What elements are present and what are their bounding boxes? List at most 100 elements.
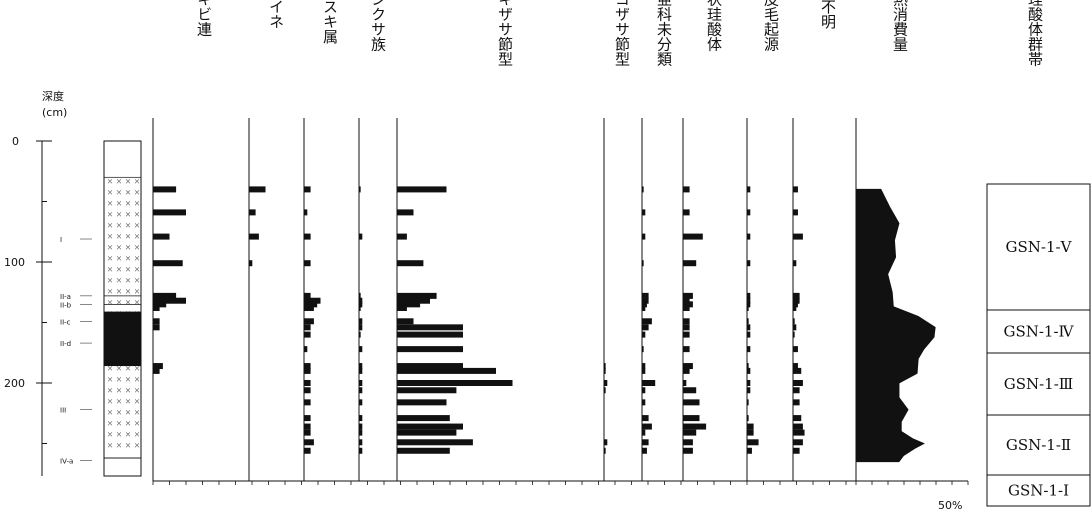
bar [153, 304, 160, 311]
column-hatch-mark [134, 190, 140, 195]
bar [604, 363, 606, 370]
column-hatch-mark [116, 234, 122, 239]
bar [304, 346, 308, 353]
bar [642, 209, 646, 216]
bar [397, 415, 450, 422]
column-hatch-mark [116, 267, 122, 272]
bar [153, 297, 186, 304]
bar [604, 439, 608, 446]
column-hatch-mark [134, 443, 140, 448]
bar [747, 367, 751, 374]
bar [359, 363, 363, 370]
column-hatch-mark [107, 300, 113, 305]
bar [153, 301, 167, 308]
bar [153, 324, 160, 331]
column-title: イネ [267, 0, 285, 29]
column-hatch-mark [125, 234, 131, 239]
zone-panel: GSN-1-Ⅴ GSN-1-Ⅳ GSN-1-Ⅲ GSN-1-Ⅱ GSN-1-Ⅰ [986, 183, 1091, 507]
zone-box [986, 309, 1091, 354]
panel-2 [248, 118, 266, 481]
bar [793, 318, 795, 325]
column-hatch-mark [125, 421, 131, 426]
column-title: キビ連 [195, 0, 213, 38]
bar [604, 447, 606, 454]
panel-7 [641, 118, 656, 481]
bar [397, 233, 407, 240]
bar [793, 447, 800, 454]
bar [304, 363, 311, 370]
column-title: 棒状珪酸体 [705, 0, 723, 52]
bar [397, 318, 414, 325]
bar [304, 292, 311, 299]
depth-axis-unit: (cm) [42, 106, 67, 119]
bar [642, 301, 647, 308]
stratigraphic-column: I II-aII-b II-c II-d III IV-a [60, 140, 142, 477]
bar [359, 439, 363, 446]
bar [304, 447, 311, 454]
bar [642, 439, 649, 446]
depth-axis-title: 深度 [42, 89, 64, 103]
bar [359, 429, 363, 436]
bar [359, 380, 363, 386]
column-hatch-mark [116, 377, 122, 382]
bar [304, 423, 311, 430]
column-hatch-mark [116, 190, 122, 195]
panel-8 [682, 118, 707, 481]
bar [642, 186, 644, 193]
bar [397, 331, 463, 338]
column-hatch-mark [107, 179, 113, 184]
column-title: ミヤコザサ節型 [613, 0, 631, 67]
column-hatch-mark [107, 410, 113, 415]
column-hatch-mark [134, 212, 140, 217]
bar [747, 260, 751, 267]
bar [604, 367, 606, 374]
bar [642, 233, 646, 240]
bar [359, 367, 363, 374]
bar [793, 415, 802, 422]
bar [683, 186, 690, 193]
bar [642, 367, 646, 374]
column-hatch-mark [134, 256, 140, 261]
bar [683, 260, 697, 267]
bar [683, 233, 703, 240]
panel-10 [792, 118, 805, 481]
column-hatch-mark [116, 256, 122, 261]
bar [642, 292, 649, 299]
bar [304, 318, 314, 325]
zone-box [986, 183, 1091, 311]
bar [642, 380, 656, 386]
bar [793, 292, 800, 299]
column-hatch-mark [116, 432, 122, 437]
column-hatch-mark [134, 201, 140, 206]
column-hatch-mark [134, 289, 140, 294]
column-hatch-mark [116, 289, 122, 294]
bar [793, 297, 800, 304]
bar [793, 380, 803, 386]
zone-label: GSN-1-Ⅰ [1008, 482, 1069, 500]
bar [683, 304, 690, 311]
bar [249, 260, 253, 267]
bar [683, 318, 690, 325]
bar [683, 429, 697, 436]
bar [304, 297, 321, 304]
column-hatch-mark [125, 388, 131, 393]
bar [642, 304, 646, 311]
bar [397, 346, 463, 353]
column-hatch-mark [134, 245, 140, 250]
bar [683, 387, 697, 394]
bar [359, 301, 363, 308]
bar [642, 429, 646, 436]
bar [359, 447, 363, 454]
column-hatch-mark [107, 366, 113, 371]
bar [397, 297, 430, 304]
bar [153, 186, 177, 193]
bar [397, 423, 463, 430]
zone-label: GSN-1-Ⅲ [1004, 375, 1074, 393]
bar [304, 429, 311, 436]
bar [747, 233, 751, 240]
bar [747, 439, 759, 446]
bar [793, 304, 797, 311]
column-hatch-mark [116, 245, 122, 250]
bar [359, 324, 363, 331]
column-hatch-mark [116, 421, 122, 426]
